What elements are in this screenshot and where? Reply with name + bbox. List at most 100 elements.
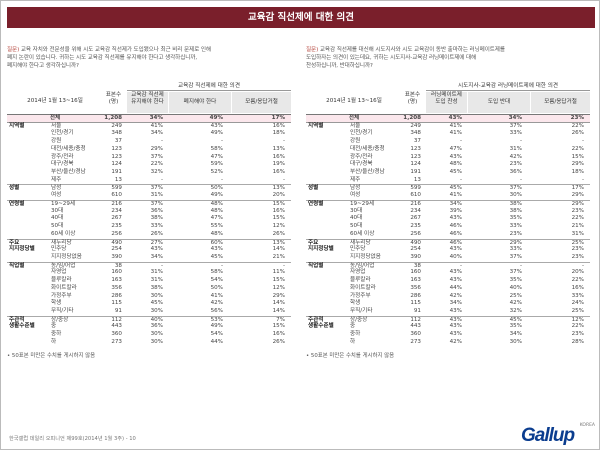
cell-option-b: 30% [509,192,522,199]
cell-option-b: 54% [210,277,223,284]
cell-option-a: 46% [449,223,462,230]
row-label: 60세 이상 [51,230,76,237]
table-row: 가정주부 286 30% 41% 29% [7,293,291,301]
row-label: 40대 [51,215,64,222]
row-category: 주관적 [308,316,324,323]
table-row: 지지정당없음 390 34% 45% 21% [7,254,291,262]
cell-option-c: 20% [571,269,584,276]
cell-option-b: 41% [210,292,223,299]
cell-option-b: 43% [210,122,223,129]
cell-option-a: 33% [150,223,163,230]
table-row: 지지정당없음 390 40% 37% 23% [306,254,590,262]
table-row: 제주 13 - - - [306,177,590,185]
row-label: 19~29세 [51,200,76,207]
cell-option-b: - [519,262,522,269]
cell-option-b: - [519,176,522,183]
cell-option-a: 45% [449,169,462,176]
cell-option-b: 48% [210,230,223,237]
cell-option-a: - [160,262,163,269]
cell-sample-size: 163 [410,277,421,284]
row-label: 자영업 [350,269,366,276]
cell-sample-size: 1,208 [403,115,421,121]
cell-option-a: 36% [150,323,163,330]
table-row: 광주/전라 123 43% 42% 15% [306,154,590,162]
cell-option-c: 25% [571,239,584,246]
column-group-title: 시도지사-교육감 러닝메이트제에 대한 의견 [426,82,590,91]
row-label: 대전/세종/충청 [51,145,86,152]
row-label: 새누리당 [51,239,72,246]
cell-sample-size: 38 [413,262,421,269]
table-row: 여성 610 41% 30% 29% [306,192,590,200]
cell-sample-size: 191 [410,169,421,176]
cell-option-b: - [220,138,223,145]
cell-sample-size: 235 [111,223,122,230]
cell-option-a: - [160,176,163,183]
row-label: 무직/기타 [51,307,74,314]
table-row: 가정주부 286 42% 25% 33% [306,293,590,301]
cell-option-a: 29% [150,145,163,152]
question-line: 도입하자는 의견이 있는데요, 귀하는 시도지사-교육감 러닝메이트제에 대해 [306,54,477,61]
row-label: 부산/울산/경남 [350,169,385,176]
cell-option-c: - [282,138,285,145]
table-row: 60세 이상 256 46% 23% 31% [306,231,590,239]
cell-option-c: 15% [272,215,285,222]
row-label: 가정주부 [350,292,371,299]
table-row: 직업별 농/임/어업 38 - - - [306,261,590,270]
cell-option-a: 34% [149,115,163,121]
cell-option-c: 17% [571,185,584,192]
cell-option-b: 49% [209,115,223,121]
row-category: 직업별 [308,262,324,269]
cell-option-c: 15% [272,200,285,207]
cell-option-c: 12% [571,316,584,323]
cell-sample-size: 13 [114,176,122,183]
table-row: 생활수준별 중 443 36% 49% 15% [7,323,291,331]
cell-sample-size: 356 [111,284,122,291]
cell-option-c: 23% [571,331,584,338]
header-option-c: 모름/응답거절 [531,92,590,113]
cell-sample-size: 13 [413,176,421,183]
table-row: 직업별 농/임/어업 38 - - - [7,261,291,270]
cell-option-c: 16% [272,207,285,214]
row-label: 남성 [51,185,62,192]
cell-option-b: 47% [210,153,223,160]
cell-option-a: - [459,262,462,269]
row-label: 중하 [51,331,62,338]
cell-option-b: 35% [509,277,522,284]
cell-option-a: 44% [449,284,462,291]
row-label: 광주/전라 [51,153,74,160]
cell-option-a: 36% [150,207,163,214]
table-row: 부산/울산/경남 191 32% 52% 16% [7,169,291,177]
cell-option-a: 46% [449,230,462,237]
logo-wordmark: Gallup [521,425,575,446]
cell-option-c: 20% [272,192,285,199]
cell-option-a: 43% [449,277,462,284]
cell-option-c: 18% [571,169,584,176]
cell-option-a: 43% [449,316,462,323]
cell-option-b: 36% [509,169,522,176]
row-label: 상/중상 [350,316,368,323]
cell-option-b: 49% [210,323,223,330]
cell-option-c: 22% [571,215,584,222]
table-row: 강원 37 - - - [7,138,291,146]
cell-option-c: 16% [272,169,285,176]
table-row: 블루칼라 163 31% 54% 15% [7,277,291,285]
cell-option-c: 15% [571,153,584,160]
table-row: 자영업 160 31% 58% 11% [7,269,291,277]
table-row-total: 전체 1,208 43% 34% 23% [306,115,590,123]
row-label: 가정주부 [51,292,72,299]
cell-option-b: 25% [509,292,522,299]
cell-sample-size: 256 [111,230,122,237]
table-row: 인천/경기 348 34% 49% 18% [7,130,291,138]
cell-option-a: 43% [449,307,462,314]
row-category: 주요 [9,239,20,246]
cell-sample-size: 490 [111,239,122,246]
cell-option-a: 32% [150,169,163,176]
row-label: 19~29세 [350,200,375,207]
row-label: 여성 [350,192,361,199]
cell-sample-size: 490 [410,239,421,246]
cell-sample-size: 267 [410,215,421,222]
cell-option-b: - [519,138,522,145]
cell-option-a: 38% [150,284,163,291]
table-row: 학생 115 34% 42% 24% [306,300,590,308]
cell-option-c: 22% [571,122,584,129]
